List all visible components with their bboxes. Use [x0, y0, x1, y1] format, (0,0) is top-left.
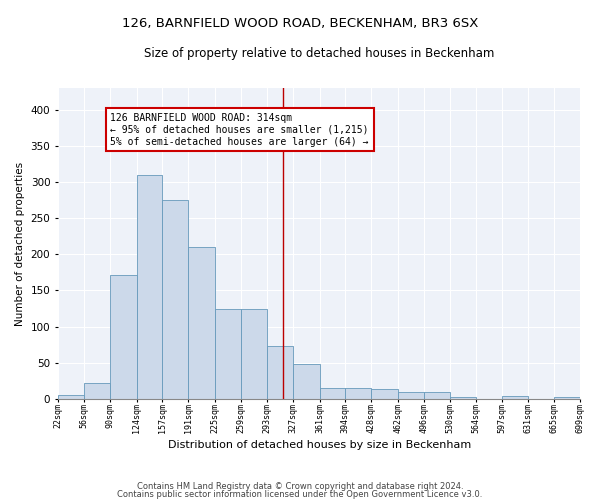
- Bar: [162, 200, 188, 399]
- Title: Size of property relative to detached houses in Beckenham: Size of property relative to detached ho…: [144, 48, 494, 60]
- Text: 126 BARNFIELD WOOD ROAD: 314sqm
← 95% of detached houses are smaller (1,215)
5% : 126 BARNFIELD WOOD ROAD: 314sqm ← 95% of…: [110, 114, 369, 146]
- Text: 126, BARNFIELD WOOD ROAD, BECKENHAM, BR3 6SX: 126, BARNFIELD WOOD ROAD, BECKENHAM, BR3…: [122, 18, 478, 30]
- Bar: [371, 390, 398, 399]
- Bar: [450, 396, 476, 399]
- Bar: [58, 394, 84, 399]
- Bar: [215, 308, 241, 399]
- Y-axis label: Number of detached properties: Number of detached properties: [15, 162, 25, 326]
- Bar: [293, 364, 320, 399]
- Bar: [267, 346, 293, 399]
- Bar: [137, 175, 162, 399]
- Text: Contains HM Land Registry data © Crown copyright and database right 2024.: Contains HM Land Registry data © Crown c…: [137, 482, 463, 491]
- Bar: [84, 383, 110, 399]
- Bar: [424, 392, 450, 399]
- Bar: [502, 396, 528, 399]
- Bar: [110, 274, 137, 399]
- Bar: [188, 247, 215, 399]
- X-axis label: Distribution of detached houses by size in Beckenham: Distribution of detached houses by size …: [167, 440, 471, 450]
- Bar: [398, 392, 424, 399]
- Text: Contains public sector information licensed under the Open Government Licence v3: Contains public sector information licen…: [118, 490, 482, 499]
- Bar: [554, 398, 580, 399]
- Bar: [241, 308, 267, 399]
- Bar: [320, 388, 345, 399]
- Bar: [345, 388, 371, 399]
